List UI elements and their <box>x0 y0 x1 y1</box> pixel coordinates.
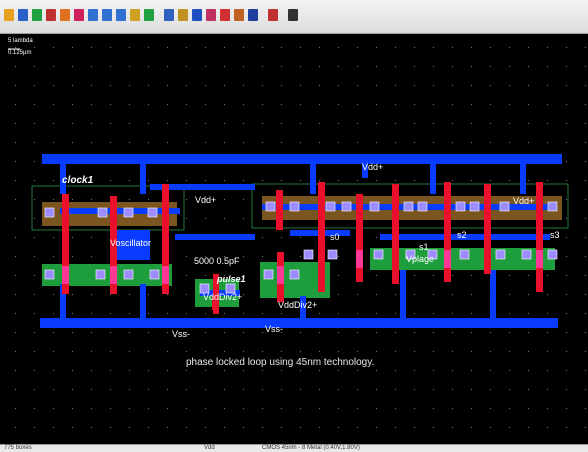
label-pulse[interactable]: pulse1 <box>217 274 246 284</box>
play-icon[interactable] <box>144 9 154 21</box>
status-box-count: 775 boxes <box>4 445 32 451</box>
pencil-icon[interactable] <box>32 9 42 21</box>
save-icon[interactable] <box>18 9 28 21</box>
label-s0[interactable]: s0 <box>330 232 340 242</box>
label-vdd-top[interactable]: Vdd+ <box>362 162 384 172</box>
contacts <box>44 201 558 294</box>
label-vdddiv-b[interactable]: VddDiv2+ <box>278 300 318 310</box>
cell-icon[interactable] <box>234 9 244 21</box>
label-s3[interactable]: s3 <box>550 230 560 240</box>
move-icon[interactable] <box>206 9 216 21</box>
layout-canvas[interactable]: 5 lambda 0.125µm clock1 Vdd+ Vdd+ Vdd+ V… <box>0 34 588 444</box>
label-vplage[interactable]: Vplage <box>406 254 435 264</box>
nactive-left <box>42 264 172 286</box>
label-s1[interactable]: s1 <box>419 242 429 252</box>
vdd-strap <box>362 156 368 178</box>
flag-icon[interactable] <box>268 9 278 21</box>
scale-label: 5 lambda <box>8 38 33 44</box>
nwell-outline-right <box>251 183 569 229</box>
zoom-in-icon[interactable] <box>88 9 98 21</box>
text-icon[interactable] <box>220 9 230 21</box>
canvas-caption: phase locked loop using 45nm technology. <box>186 357 375 368</box>
select-icon[interactable] <box>192 9 202 21</box>
label-vdd-right[interactable]: Vdd+ <box>513 196 535 206</box>
label-vss-right[interactable]: Vss- <box>265 324 283 334</box>
line-icon[interactable] <box>46 9 56 21</box>
status-bar: 775 boxes Vdd CMOS 45nm - 8 Metal (0.40V… <box>0 444 588 452</box>
toolbar <box>0 0 588 34</box>
connect-icon[interactable] <box>178 9 188 21</box>
vss-rail <box>40 318 558 328</box>
vdd-rail <box>42 154 562 164</box>
zoom-out-icon[interactable] <box>102 9 112 21</box>
layer-icon[interactable] <box>60 9 70 21</box>
scale-sublabel: 0.125µm <box>8 50 32 56</box>
pan-icon[interactable] <box>288 9 298 21</box>
paint-icon[interactable] <box>74 9 84 21</box>
cut-icon[interactable] <box>164 9 174 21</box>
label-vdd-left[interactable]: Vdd+ <box>195 195 217 205</box>
label-vdddiv-a[interactable]: VddDiv2+ <box>203 292 243 302</box>
zoom-fit-icon[interactable] <box>116 9 126 21</box>
label-clock[interactable]: clock1 <box>62 175 94 186</box>
eye-icon[interactable] <box>248 9 258 21</box>
label-vss-mid[interactable]: Vss- <box>172 329 190 339</box>
label-capacitor[interactable]: 5000 0.5pF <box>194 256 240 266</box>
open-icon[interactable] <box>4 9 14 21</box>
nwell-outline-left <box>31 185 185 231</box>
label-s2[interactable]: s2 <box>457 230 467 240</box>
status-layer: Vdd <box>204 445 215 451</box>
label-oscillator[interactable]: Voscillator <box>110 238 152 248</box>
run-icon[interactable] <box>130 9 140 21</box>
status-technology: CMOS 45nm - 8 Metal (0.40V,1.80V) <box>262 445 360 451</box>
layout-drawing <box>8 48 569 328</box>
